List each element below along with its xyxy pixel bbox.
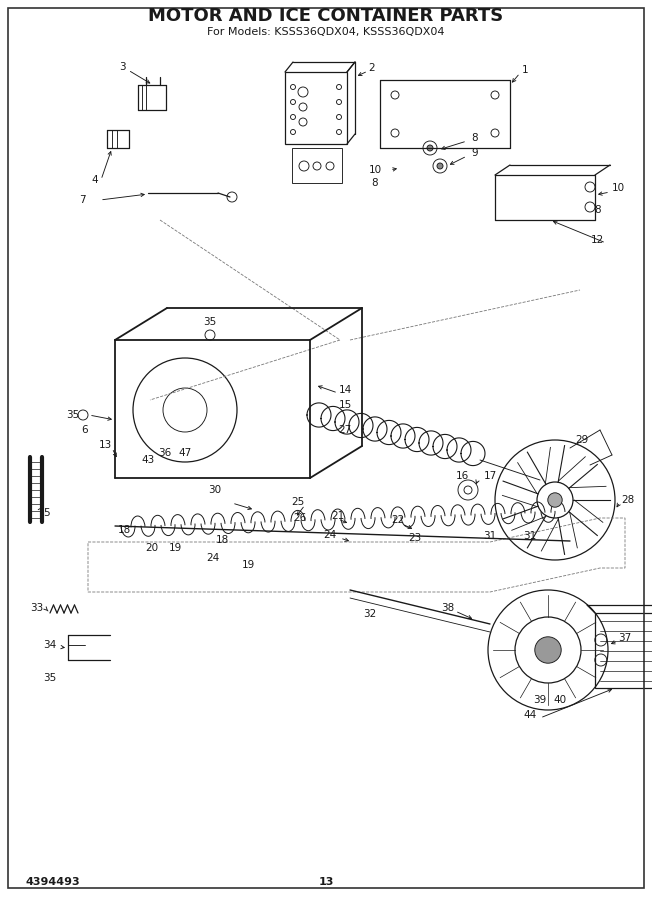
Text: 17: 17	[483, 471, 497, 481]
Text: 13: 13	[318, 877, 334, 887]
Text: 37: 37	[618, 633, 632, 643]
Text: 8: 8	[471, 133, 479, 143]
Text: 33: 33	[31, 603, 44, 613]
Text: 39: 39	[533, 695, 546, 705]
Text: 23: 23	[408, 533, 422, 543]
Text: 19: 19	[241, 560, 255, 570]
Text: 44: 44	[524, 710, 537, 720]
Text: 29: 29	[575, 435, 589, 445]
Text: 7: 7	[79, 195, 85, 205]
Text: 18: 18	[117, 525, 130, 535]
Text: 30: 30	[209, 485, 222, 495]
Text: 4: 4	[92, 175, 98, 185]
Text: 12: 12	[590, 235, 604, 245]
Text: 31: 31	[483, 531, 497, 541]
Text: 14: 14	[338, 385, 351, 395]
Text: 1: 1	[522, 65, 528, 75]
Circle shape	[427, 145, 433, 151]
Text: 16: 16	[455, 471, 469, 481]
Text: 19: 19	[168, 543, 182, 553]
Text: 26: 26	[293, 513, 306, 523]
Text: 9: 9	[471, 148, 479, 158]
Text: 4394493: 4394493	[25, 877, 80, 887]
Text: 6: 6	[82, 425, 88, 435]
Text: 3: 3	[119, 62, 125, 72]
Text: 8: 8	[595, 205, 601, 215]
Text: 40: 40	[554, 695, 567, 705]
Text: 24: 24	[207, 553, 220, 563]
Circle shape	[535, 637, 561, 663]
Text: 18: 18	[215, 535, 229, 545]
Text: 43: 43	[141, 455, 155, 465]
Text: 35: 35	[67, 410, 80, 420]
Text: 10: 10	[368, 165, 381, 175]
Text: 5: 5	[42, 508, 50, 518]
Text: 8: 8	[372, 178, 378, 188]
Circle shape	[548, 493, 562, 508]
Text: 35: 35	[44, 673, 57, 683]
Text: 21: 21	[331, 511, 345, 521]
Text: 36: 36	[158, 448, 171, 458]
Text: For Models: KSSS36QDX04, KSSS36QDX04: For Models: KSSS36QDX04, KSSS36QDX04	[207, 27, 445, 37]
Bar	[292, 148, 342, 183]
Text: 35: 35	[203, 317, 216, 327]
Text: 47: 47	[179, 448, 192, 458]
Text: 24: 24	[323, 530, 336, 540]
Text: MOTOR AND ICE CONTAINER PARTS: MOTOR AND ICE CONTAINER PARTS	[149, 7, 503, 25]
Text: 38: 38	[441, 603, 454, 613]
Circle shape	[437, 163, 443, 169]
Text: 20: 20	[145, 543, 158, 553]
Text: 34: 34	[44, 640, 57, 650]
Bar	[285, 72, 347, 144]
Text: 22: 22	[391, 515, 405, 525]
Text: 25: 25	[291, 497, 304, 507]
Text: 2: 2	[368, 63, 376, 73]
Text: 28: 28	[621, 495, 634, 505]
Text: 31: 31	[524, 531, 537, 541]
Text: 15: 15	[338, 400, 351, 410]
Text: 10: 10	[612, 183, 625, 193]
Text: 27: 27	[338, 425, 351, 435]
Text: 13: 13	[98, 440, 111, 450]
Text: 32: 32	[363, 609, 377, 619]
Bar	[595, 613, 652, 688]
